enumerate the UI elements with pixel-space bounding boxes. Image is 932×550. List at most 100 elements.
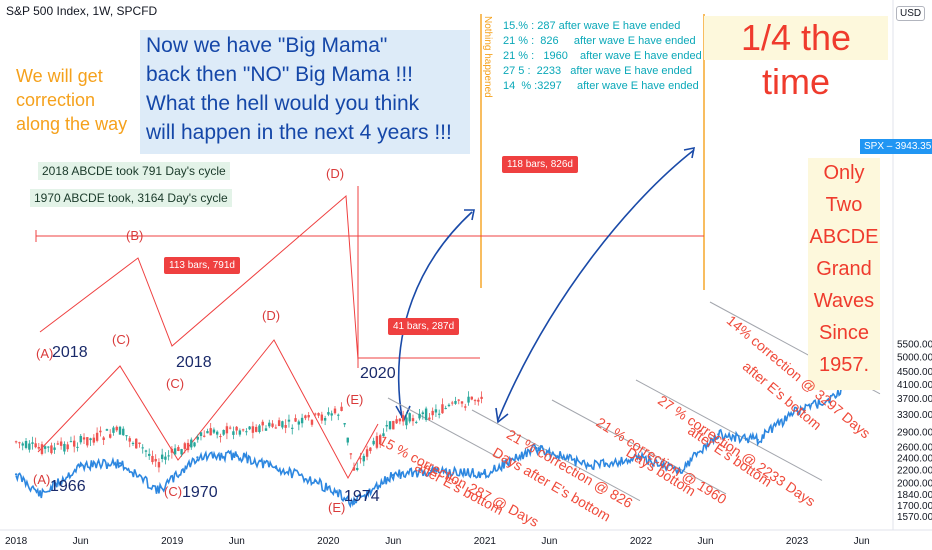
- wave-label-lower-d: (D): [262, 308, 281, 323]
- stats-line: 21 % : 1960 after wave E have ended: [503, 50, 702, 62]
- candle-body: [268, 422, 271, 427]
- candle-body: [135, 438, 138, 449]
- candle-body: [304, 415, 307, 419]
- candle-body: [441, 404, 444, 414]
- line-point: [639, 456, 643, 459]
- candle-body: [451, 402, 454, 404]
- wave-label-upper-b: (B): [126, 228, 144, 243]
- cycle-1970-label: 1970 ABCDE took, 3164 Day's cycle: [30, 189, 232, 207]
- line-point: [157, 489, 161, 492]
- candle-body: [43, 446, 47, 449]
- candle-body: [395, 419, 398, 424]
- line-point: [483, 472, 487, 475]
- y-tick-label: 3700.00: [897, 394, 932, 405]
- cycle-2018-label: 2018 ABCDE took 791 Day's cycle: [38, 162, 230, 180]
- candle-body: [473, 400, 477, 402]
- x-tick-label: Jun: [541, 536, 557, 547]
- candle-body: [34, 443, 37, 448]
- candle-body: [141, 447, 144, 449]
- candle-body: [349, 453, 353, 455]
- candle-body: [24, 440, 28, 448]
- candle-body: [248, 426, 251, 430]
- line-point: [392, 473, 395, 477]
- candle-body: [327, 412, 330, 415]
- candle-body: [138, 442, 141, 444]
- chart-title: S&P 500 Index, 1W, SPCFD: [6, 4, 158, 18]
- x-tick-label: 2022: [630, 536, 653, 547]
- candle-body: [82, 437, 86, 440]
- x-tick-label: 2019: [161, 536, 184, 547]
- line-point: [79, 464, 82, 467]
- line-point: [534, 446, 538, 450]
- candle-body: [18, 442, 21, 444]
- candle-body: [398, 418, 402, 422]
- candle-body: [317, 413, 320, 416]
- big-mama-line: What the hell would you think: [146, 92, 420, 115]
- line-point: [118, 462, 122, 465]
- only-two-line: 1957.: [818, 354, 870, 376]
- x-tick-label: 2023: [786, 536, 809, 547]
- candle-body: [28, 443, 31, 450]
- candle-body: [180, 449, 183, 455]
- candle-body: [219, 436, 222, 438]
- line-point: [40, 493, 43, 497]
- candle-body: [388, 421, 392, 429]
- candle-body: [415, 421, 418, 423]
- candle-body: [199, 432, 203, 436]
- candle-body: [206, 431, 209, 434]
- candle-body: [264, 428, 268, 431]
- candle-body: [385, 425, 388, 427]
- currency-button[interactable]: USD: [896, 6, 926, 21]
- candle-body: [14, 441, 18, 443]
- candle-body: [337, 414, 340, 416]
- candle-body: [401, 415, 405, 422]
- spx-price-tag: SPX – 3943.35: [860, 139, 932, 154]
- candle-body: [470, 396, 473, 400]
- candle-body: [215, 431, 219, 435]
- y-tick-label: 4100.00: [897, 380, 932, 391]
- spx-price: 3943.35: [895, 141, 932, 152]
- candle-body: [69, 441, 73, 443]
- candle-body: [59, 441, 63, 446]
- candle-body: [112, 427, 115, 433]
- line-point: [313, 479, 317, 483]
- only-two-line: Since: [818, 322, 870, 344]
- x-tick-label: Jun: [229, 536, 245, 547]
- bars-287d-tag: 41 bars, 287d: [388, 318, 460, 335]
- candle-body: [186, 442, 190, 451]
- candle-body: [330, 413, 333, 416]
- candle-body: [454, 401, 457, 404]
- candle-body: [359, 458, 362, 460]
- x-tick-label: Jun: [854, 536, 870, 547]
- year-label-1970: 1970: [182, 484, 218, 501]
- candle-body: [378, 435, 382, 444]
- candle-body: [37, 447, 41, 449]
- line-point: [196, 456, 199, 459]
- candle-body: [343, 423, 346, 425]
- candle-body: [196, 436, 199, 440]
- wave-label-lower-e2: (E): [328, 500, 346, 515]
- candle-body: [258, 425, 261, 433]
- candle-body: [460, 401, 464, 404]
- line-point: [14, 473, 18, 476]
- candle-body: [464, 406, 467, 408]
- only-two-line: Grand: [816, 258, 872, 280]
- candle-body: [261, 421, 264, 426]
- candle-body: [40, 444, 44, 454]
- year-label-1966: 1966: [50, 478, 86, 495]
- year-label-2020: 2020: [360, 365, 396, 382]
- candle-body: [424, 408, 428, 420]
- candle-body: [203, 435, 206, 437]
- line-point: [717, 433, 720, 436]
- line-point: [795, 409, 799, 412]
- y-tick-label: 4500.00: [897, 367, 932, 378]
- line-point: [756, 438, 759, 442]
- candle-body: [320, 414, 324, 421]
- bars-826d-tag: 118 bars, 826d: [502, 156, 578, 173]
- candle-body: [457, 399, 460, 401]
- candle-body: [225, 426, 229, 434]
- candle-body: [193, 442, 196, 447]
- candle-body: [160, 454, 164, 459]
- only-two-line: Two: [825, 194, 863, 216]
